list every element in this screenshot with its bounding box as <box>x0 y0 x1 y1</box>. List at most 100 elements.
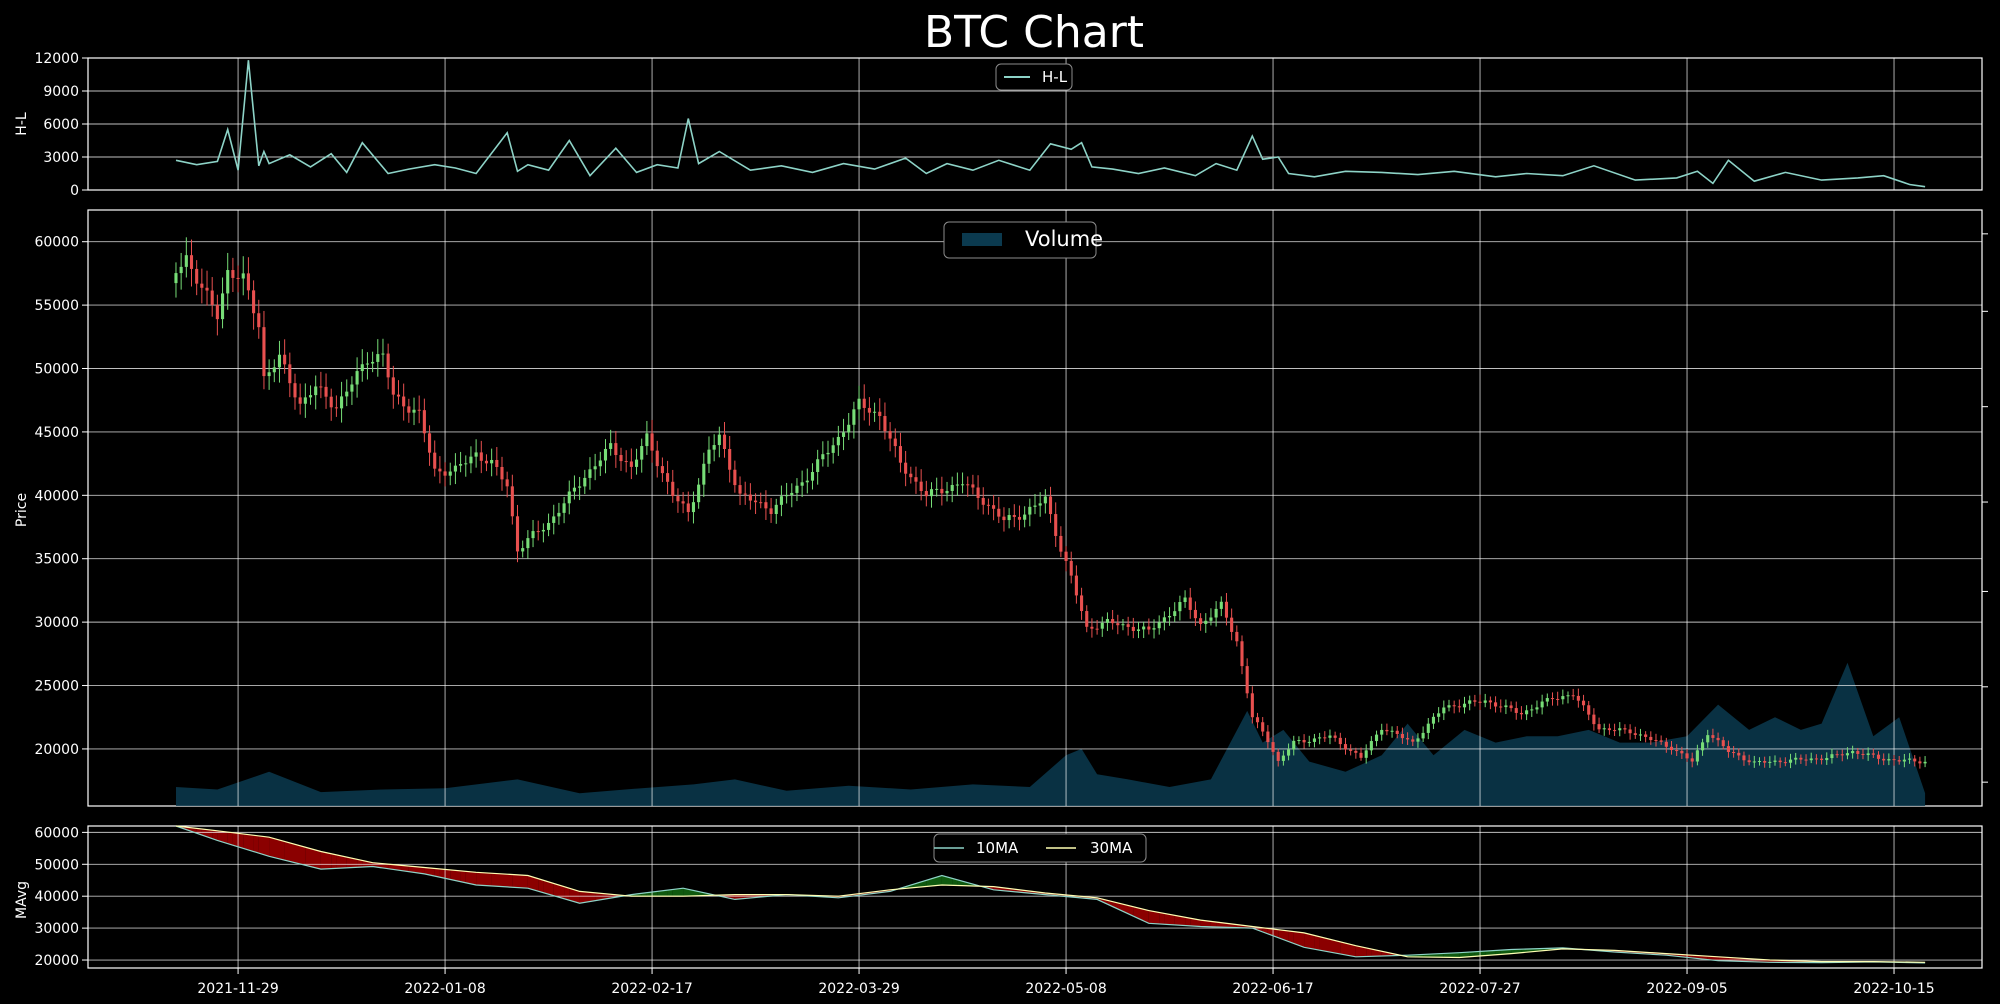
candle-down <box>656 451 659 466</box>
price-y-axis-label: Price <box>14 493 30 527</box>
candle-up <box>588 469 591 478</box>
y-tick-label: 60000 <box>34 235 79 251</box>
candle-up <box>557 513 560 517</box>
candle-up <box>1008 515 1011 520</box>
ma-fill-bearish <box>512 874 517 887</box>
candle-down <box>237 278 240 279</box>
legend-label-hl: H-L <box>1042 68 1068 86</box>
candle-up <box>775 505 778 514</box>
candle-down <box>1805 760 1808 761</box>
candle-down <box>1841 754 1844 755</box>
y-tick-label: 25000 <box>34 679 79 695</box>
candle-down <box>1680 751 1683 753</box>
y-tick-label: 0 <box>70 183 79 199</box>
candle-up <box>273 367 276 372</box>
candle-down <box>1473 700 1476 701</box>
x-tick-label: 2022-10-15 <box>1853 981 1934 997</box>
candle-up <box>1789 760 1792 763</box>
candle-up <box>1039 503 1042 505</box>
candle-up <box>1101 623 1104 629</box>
candle-down <box>1199 618 1202 624</box>
candle-up <box>847 425 850 433</box>
candle-down <box>1742 755 1745 760</box>
candle-up <box>1023 515 1026 520</box>
candle-up <box>816 459 819 472</box>
candle-up <box>1106 619 1109 623</box>
candle-down <box>1732 752 1735 753</box>
candle-up <box>1158 622 1161 628</box>
candle-up <box>1184 598 1187 602</box>
y-tick-label: 6000 <box>43 117 79 133</box>
candle-down <box>625 461 628 462</box>
candle-up <box>221 293 224 319</box>
candle-down <box>205 288 208 291</box>
candle-up <box>1830 754 1833 758</box>
candle-up <box>314 386 317 395</box>
ma-fill-bearish <box>492 873 502 886</box>
candle-up <box>1215 609 1218 618</box>
candle-up <box>1220 602 1223 609</box>
candle-down <box>666 473 669 482</box>
y-tick-label: 30000 <box>34 615 79 631</box>
candle-down <box>293 383 296 397</box>
candle-down <box>1277 752 1280 761</box>
candle-down <box>480 452 483 460</box>
candle-down <box>1054 514 1057 536</box>
candle-down <box>1132 627 1135 631</box>
hl-legend: H-L <box>996 64 1072 90</box>
candle-up <box>185 255 188 267</box>
candle-down <box>319 386 322 387</box>
candle-up <box>1561 696 1564 699</box>
candle-up <box>1794 758 1797 760</box>
candle-down <box>971 484 974 487</box>
candle-up <box>356 371 359 384</box>
candle-up <box>381 354 384 355</box>
candle-up <box>1525 710 1528 714</box>
candle-up <box>1696 750 1699 761</box>
candle-down <box>1334 736 1337 738</box>
candle-up <box>858 399 861 410</box>
candle-up <box>578 486 581 487</box>
candle-down <box>247 273 250 290</box>
candle-up <box>1163 617 1166 622</box>
x-tick-label: 2022-03-29 <box>818 981 899 997</box>
candle-down <box>1489 700 1492 702</box>
volume-legend: Volume <box>944 222 1103 258</box>
candle-down <box>977 488 980 498</box>
ma-fill-bearish <box>280 840 285 861</box>
candle-down <box>1075 576 1078 596</box>
candle-up <box>464 463 467 464</box>
candle-up <box>361 364 364 371</box>
candle-up <box>852 409 855 424</box>
candle-down <box>211 291 214 305</box>
y-tick-label: 20000 <box>34 742 79 758</box>
ma-fill-bearish <box>269 837 279 858</box>
candle-up <box>1380 730 1383 735</box>
candle-down <box>516 516 519 551</box>
candle-up <box>1701 742 1704 750</box>
candle-down <box>1763 761 1766 763</box>
candle-up <box>702 464 705 485</box>
candle-up <box>459 464 462 466</box>
candle-down <box>749 495 752 501</box>
y-tick-label: 40000 <box>34 488 79 504</box>
candle-up <box>1753 761 1756 762</box>
candle-up <box>1432 717 1435 724</box>
candle-down <box>262 327 265 376</box>
candle-up <box>1391 731 1394 732</box>
ma-fill-bearish <box>1314 935 1319 950</box>
candle-up <box>1033 506 1036 507</box>
candle-up <box>475 452 478 456</box>
candle-up <box>1468 700 1471 703</box>
candle-down <box>1116 623 1119 625</box>
candle-up <box>1639 734 1642 735</box>
ma-fill-bearish <box>285 842 295 863</box>
candle-up <box>309 395 312 397</box>
candle-down <box>1256 717 1259 722</box>
candle-down <box>728 449 731 470</box>
candle-up <box>961 484 964 485</box>
candle-up <box>1908 759 1911 760</box>
candle-up <box>490 460 493 463</box>
y-tick-label: 30000 <box>34 921 79 937</box>
candle-down <box>1649 737 1652 740</box>
